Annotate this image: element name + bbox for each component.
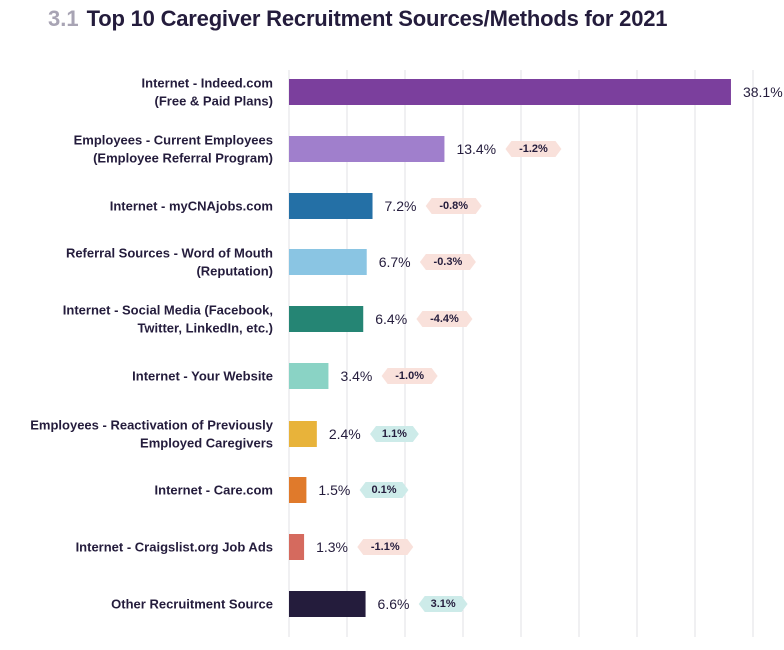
change-badge — [370, 426, 419, 442]
category-label: (Employee Referral Program) — [93, 151, 273, 166]
chart-title: 3.1 Top 10 Caregiver Recruitment Sources… — [48, 6, 668, 42]
category-label: Employees - Reactivation of Previously — [30, 418, 274, 433]
category-label: Other Recruitment Source — [111, 597, 273, 612]
category-label: Twitter, LinkedIn, etc.) — [137, 321, 273, 336]
bar — [289, 477, 307, 503]
change-label: -1.1% — [371, 541, 400, 553]
value-label: 13.4% — [456, 141, 496, 157]
change-badge — [418, 596, 468, 612]
change-badge — [359, 482, 409, 498]
value-label: 6.6% — [378, 596, 410, 612]
category-label: (Free & Paid Plans) — [155, 94, 273, 109]
change-label: -1.0% — [395, 370, 424, 382]
category-label: Internet - Care.com — [155, 483, 273, 498]
change-badge — [416, 311, 473, 327]
category-label: Internet - Your Website — [132, 369, 273, 384]
category-label: Internet - Craigslist.org Job Ads — [76, 540, 273, 555]
bar — [289, 591, 366, 617]
value-label: 1.3% — [316, 539, 348, 555]
change-badge — [419, 254, 476, 270]
bar — [289, 306, 364, 332]
change-badge — [381, 368, 438, 384]
section-number: 3.1 — [48, 6, 79, 31]
change-label: -0.8% — [439, 200, 468, 212]
bar — [289, 136, 445, 162]
change-label: 1.1% — [382, 428, 407, 440]
category-label: Internet - Social Media (Facebook, — [63, 303, 273, 318]
bar — [289, 193, 373, 219]
value-label: 6.4% — [375, 311, 407, 327]
category-label: Referral Sources - Word of Mouth — [66, 246, 273, 261]
category-label: Employed Caregivers — [140, 436, 273, 451]
bar — [289, 249, 367, 275]
value-label: 6.7% — [379, 254, 411, 270]
change-label: -0.3% — [434, 256, 463, 268]
category-label: Internet - myCNAjobs.com — [110, 199, 273, 214]
value-label: 7.2% — [385, 198, 417, 214]
change-badge — [425, 198, 482, 214]
change-badge — [357, 539, 414, 555]
category-label: (Reputation) — [196, 264, 273, 279]
category-label: Internet - Indeed.com — [142, 76, 273, 91]
bar — [289, 79, 731, 105]
value-label: 38.1% — [743, 84, 783, 100]
bar — [289, 363, 329, 389]
category-label: Employees - Current Employees — [74, 133, 273, 148]
bar — [289, 421, 317, 447]
change-badge — [505, 141, 562, 157]
change-label: 0.1% — [371, 484, 396, 496]
title-text: Top 10 Caregiver Recruitment Sources/Met… — [86, 6, 668, 31]
change-label: -4.4% — [430, 313, 459, 325]
value-label: 2.4% — [329, 426, 361, 442]
change-label: 3.1% — [431, 598, 456, 610]
bar — [289, 534, 305, 560]
value-label: 1.5% — [318, 482, 350, 498]
value-label: 3.4% — [340, 368, 372, 384]
change-label: -1.2% — [519, 143, 548, 155]
